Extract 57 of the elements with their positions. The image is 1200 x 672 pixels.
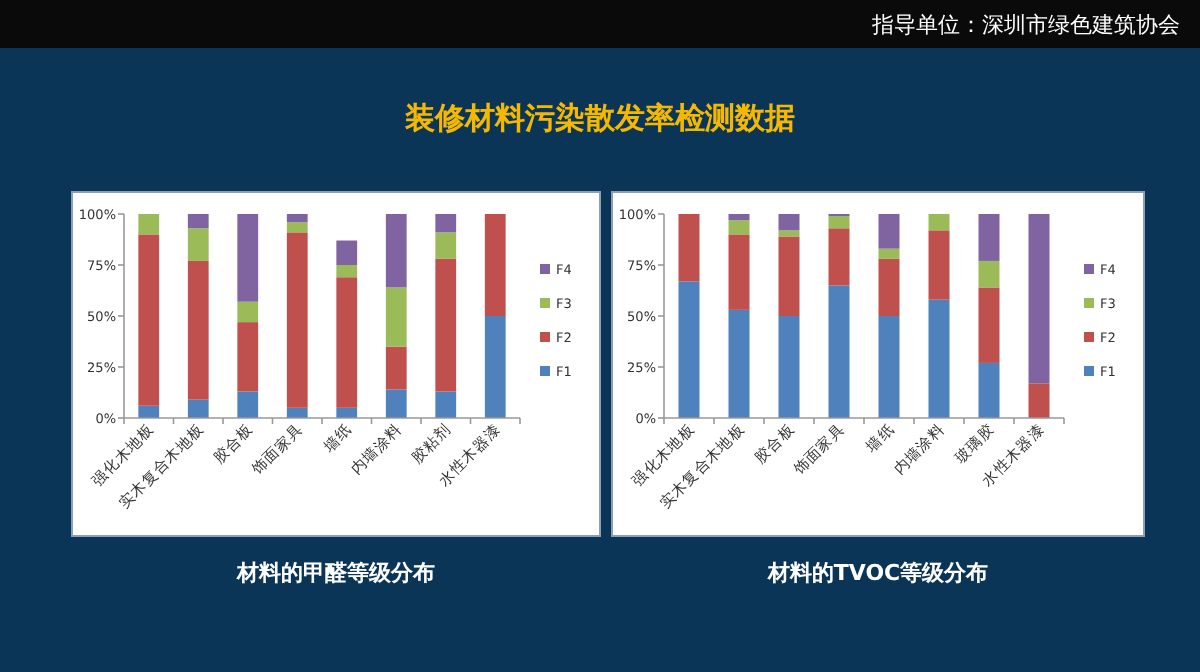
bar xyxy=(678,214,700,282)
bar xyxy=(435,232,457,259)
bar xyxy=(778,214,800,231)
bar xyxy=(138,234,160,406)
bar xyxy=(187,214,209,229)
bar xyxy=(484,316,506,418)
bar xyxy=(187,228,209,261)
bar xyxy=(978,214,1000,261)
bar xyxy=(385,214,407,288)
bar xyxy=(286,232,308,408)
bar xyxy=(828,285,850,418)
bar xyxy=(237,322,259,392)
bar xyxy=(678,281,700,418)
bar xyxy=(237,301,259,323)
bar xyxy=(728,214,750,221)
bar xyxy=(138,214,160,235)
bar xyxy=(878,248,900,259)
bar xyxy=(237,391,259,418)
text: 指导单位：深圳市绿色建筑协会 xyxy=(870,12,1180,38)
bar xyxy=(928,214,950,231)
bar xyxy=(728,220,750,235)
bar xyxy=(435,258,457,392)
bar xyxy=(1028,214,1050,384)
bar xyxy=(385,389,407,418)
bar xyxy=(484,214,506,316)
bar xyxy=(878,214,900,249)
text: 装修材料污染散发率检测数据 xyxy=(403,100,795,136)
bar xyxy=(336,240,358,265)
bar xyxy=(778,316,800,418)
bar xyxy=(928,299,950,418)
bar xyxy=(385,346,407,390)
bar xyxy=(138,405,160,418)
bar xyxy=(728,234,750,310)
bar xyxy=(978,260,1000,288)
bar xyxy=(828,216,850,229)
bar xyxy=(286,222,308,233)
bar xyxy=(778,230,800,237)
bar xyxy=(286,214,308,223)
bar xyxy=(336,277,358,408)
bar xyxy=(878,316,900,418)
bar xyxy=(978,362,1000,418)
bar xyxy=(878,258,900,316)
bar xyxy=(187,260,209,400)
bar xyxy=(435,391,457,418)
bar xyxy=(1028,383,1050,418)
bar xyxy=(978,287,1000,363)
bar xyxy=(828,228,850,286)
bar xyxy=(187,399,209,418)
text: 材料的甲醛等级分布 xyxy=(235,560,435,586)
bar xyxy=(435,214,457,233)
bar xyxy=(336,265,358,278)
bar xyxy=(385,287,407,347)
bar xyxy=(778,236,800,316)
bar xyxy=(237,214,259,302)
bar xyxy=(728,309,750,418)
bar xyxy=(928,230,950,300)
text: 材料的TVOC等级分布 xyxy=(765,560,989,586)
